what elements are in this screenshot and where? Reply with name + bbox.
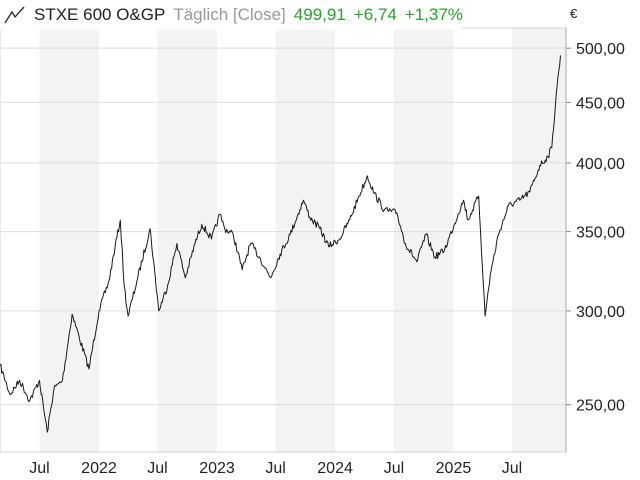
line-chart-icon	[4, 6, 25, 24]
x-axis-labels: Jul 2022 Jul 2023 Jul 2024 Jul 2025 Jul	[29, 460, 522, 477]
x-tick-label: 2022	[81, 460, 117, 477]
y-tick-label: 400,00	[576, 156, 625, 173]
x-tick-label: Jul	[502, 460, 522, 477]
x-tick-label: Jul	[265, 460, 285, 477]
grid-lines	[0, 28, 571, 452]
background-band	[335, 28, 394, 452]
y-axis-labels: 250,00 300,00 350,00 400,00 450,00 500,00	[576, 41, 625, 414]
background-band	[39, 28, 99, 452]
y-tick-label: 450,00	[576, 95, 625, 112]
x-tick-label: Jul	[147, 460, 167, 477]
x-tick-label: Jul	[29, 460, 49, 477]
chart-mode[interactable]: Täglich [Close]	[173, 5, 286, 24]
y-tick-label: 250,00	[576, 398, 625, 415]
background-band	[217, 28, 276, 452]
price-series-line	[0, 55, 561, 433]
background-band	[0, 28, 40, 452]
chart-header: STXE 600 O&GP Täglich [Close] 499,91 +6,…	[0, 0, 463, 30]
price-change-percent: +1,37%	[404, 5, 463, 24]
last-price: 499,91	[293, 5, 346, 24]
price-change: +6,74	[353, 5, 397, 24]
instrument-name: STXE 600 O&GP	[34, 5, 166, 24]
x-tick-label: 2024	[317, 460, 353, 477]
x-tick-label: Jul	[384, 460, 404, 477]
background-band	[275, 28, 336, 452]
x-tick-label: 2023	[199, 460, 235, 477]
background-band	[157, 28, 218, 452]
background-band	[98, 28, 158, 452]
background-band	[393, 28, 454, 452]
y-tick-label: 350,00	[576, 225, 625, 242]
background-band	[453, 28, 512, 452]
y-tick-label: 300,00	[576, 304, 625, 321]
currency-label: €	[570, 6, 578, 21]
background-band	[511, 28, 566, 452]
x-tick-label: 2025	[436, 460, 472, 477]
y-tick-label: 500,00	[576, 41, 625, 58]
